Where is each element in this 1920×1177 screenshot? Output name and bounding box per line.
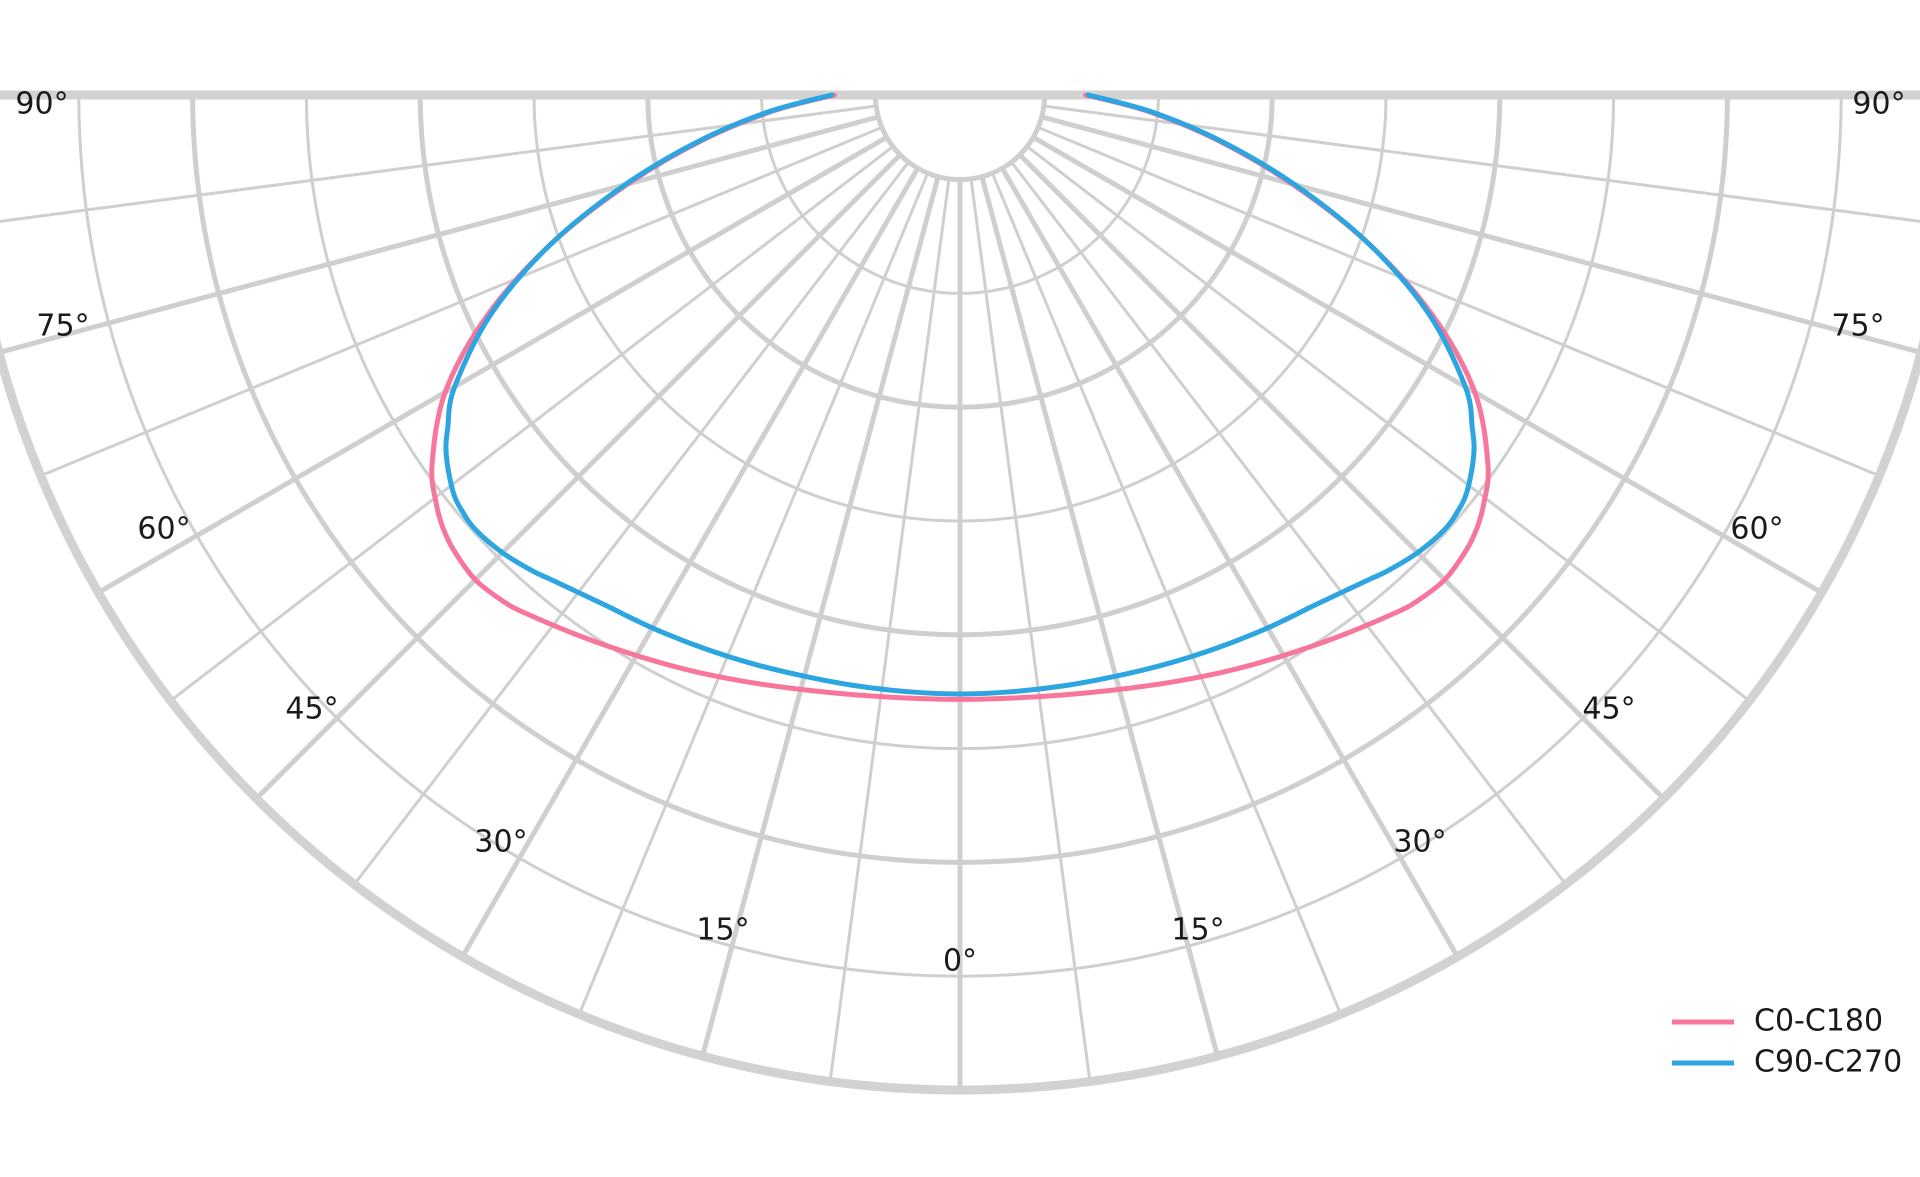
angle-tick-label: 30°	[474, 825, 527, 860]
outer-boundary-arc	[0, 338, 1920, 1095]
angle-tick-label: 60°	[137, 512, 190, 547]
angle-tick-label: 0°	[943, 944, 977, 979]
legend-label-c90-c270[interactable]: C90-C270	[1754, 1045, 1902, 1080]
angle-tick-label: 15°	[696, 913, 749, 948]
angle-tick-label: 45°	[285, 692, 338, 727]
grid-spoke	[352, 160, 911, 886]
grid-spoke	[1009, 160, 1568, 886]
grid-spoke	[699, 174, 941, 1059]
angle-tick-label: 90°	[1852, 87, 1905, 122]
grid-spoke	[39, 125, 884, 478]
angle-tick-label: 60°	[1730, 512, 1783, 547]
grid-spoke	[1039, 114, 1920, 355]
axis-labels-layer: 90° 75° 60° 45° 30° 15° 0° 15° 30° 45° 60° 75° 90°	[15, 87, 1905, 979]
grid-spoke	[1036, 125, 1881, 478]
grid-spoke	[1025, 144, 1751, 703]
series-curve-c90-c270	[443, 92, 1477, 697]
grid-spoke	[1017, 152, 1667, 802]
legend[interactable]: C0-C180 C90-C270	[1672, 1004, 1902, 1080]
legend-label-c0-c180[interactable]: C0-C180	[1754, 1004, 1883, 1039]
grid-spoke	[969, 177, 1092, 1083]
grid-spoke	[0, 114, 881, 355]
grid-spoke	[460, 165, 921, 960]
grid-spoke	[95, 134, 890, 595]
grid-spoke	[990, 171, 1343, 1016]
grid-spoke	[169, 144, 895, 703]
grid-spoke	[253, 152, 903, 802]
grid-spoke	[577, 171, 930, 1016]
angle-tick-label: 30°	[1393, 825, 1446, 860]
grid-spoke	[828, 177, 951, 1083]
angle-tick-label: 45°	[1582, 692, 1635, 727]
series-curve-c0-c180	[429, 92, 1491, 702]
grid-spoke	[999, 165, 1460, 960]
grid-layer	[0, 90, 1920, 1095]
angle-tick-label: 75°	[36, 309, 89, 344]
grid-spoke	[979, 174, 1221, 1059]
grid-spoke	[1030, 134, 1825, 595]
series-layer	[429, 92, 1491, 702]
angle-tick-label: 75°	[1831, 309, 1884, 344]
angle-tick-label: 15°	[1171, 913, 1224, 948]
grid-hub-arc	[872, 92, 1048, 183]
angle-tick-label: 90°	[15, 87, 68, 122]
